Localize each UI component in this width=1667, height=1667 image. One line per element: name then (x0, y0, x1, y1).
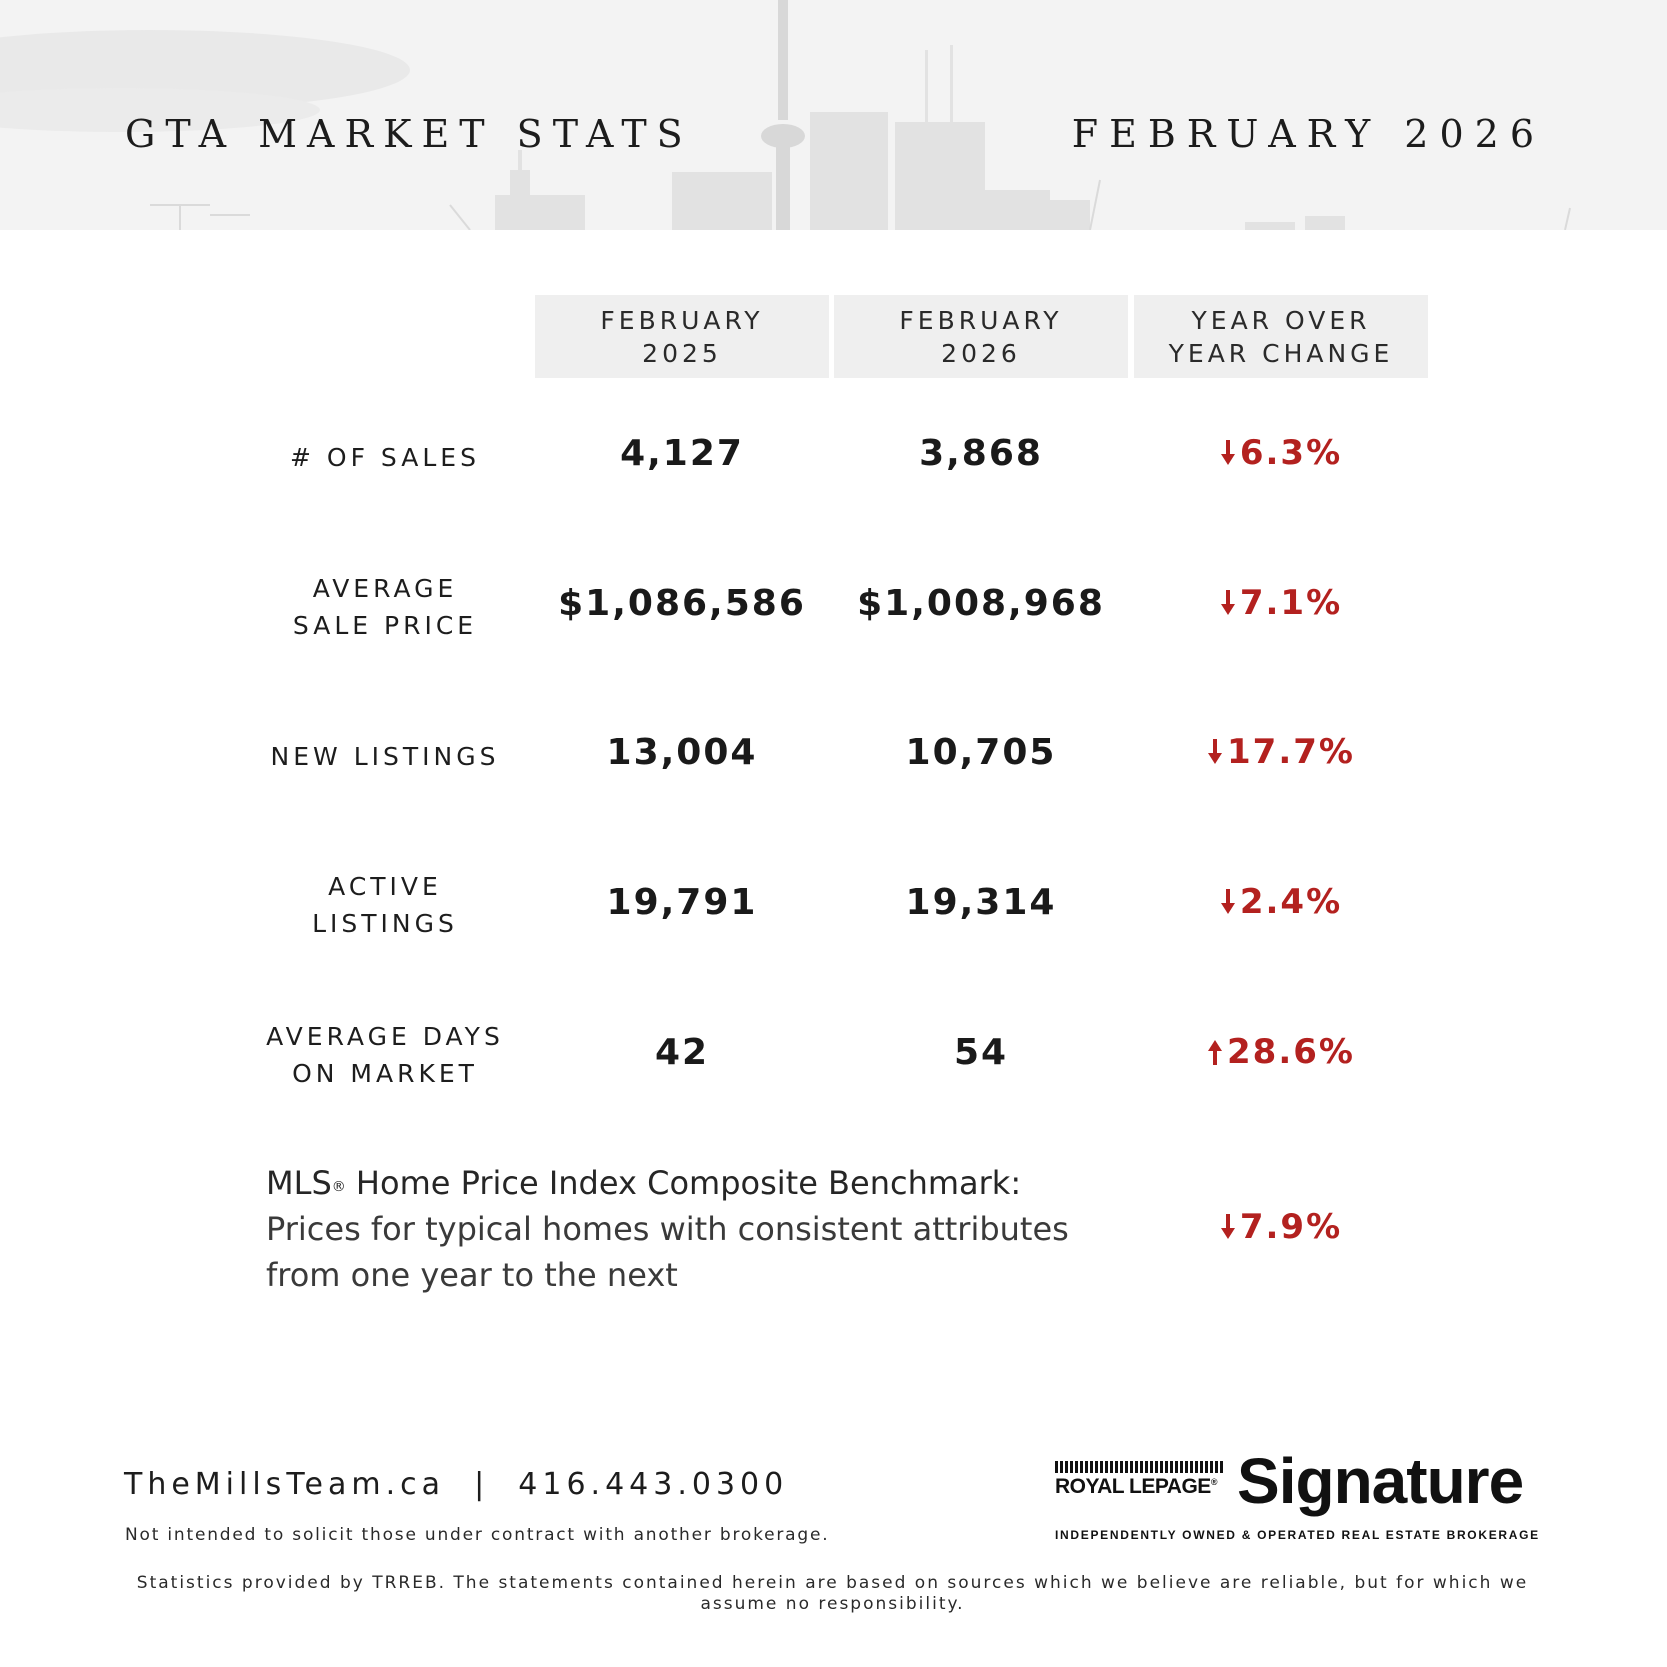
change-price: 7.1% (1134, 583, 1428, 623)
value-sales-2026: 3,868 (919, 433, 1043, 474)
arrow-down-icon (1220, 590, 1235, 615)
change-value: 17.7% (1227, 732, 1355, 772)
row-label-days-on-market: AVERAGE DAYS ON MARKET (266, 1022, 504, 1088)
arrow-down-icon (1220, 440, 1235, 465)
logo-tagline: INDEPENDENTLY OWNED & OPERATED REAL ESTA… (1055, 1528, 1540, 1542)
header-title: GTA MARKET STATS (125, 112, 693, 156)
value-sales-2025: 4,127 (620, 433, 744, 474)
value-new-listings-2026: 10,705 (905, 732, 1057, 773)
change-value: 28.6% (1227, 1032, 1355, 1072)
arrow-up-icon (1208, 1040, 1223, 1065)
royal-lepage-signature-logo: ROYAL LEPAGE® Signature INDEPENDENTLY OW… (1055, 1445, 1545, 1548)
value-active-listings-2026: 19,314 (905, 882, 1057, 923)
change-sales: 6.3% (1134, 433, 1428, 473)
arrow-down-icon (1220, 1214, 1235, 1239)
royal-lepage-wordmark: ROYAL LEPAGE® (1055, 1461, 1223, 1509)
disclaimer-solicit: Not intended to solicit those under cont… (125, 1525, 830, 1545)
value-price-2026: $1,008,968 (857, 583, 1105, 624)
row-label-active-listings: ACTIVE LISTINGS (312, 872, 458, 938)
change-value: 7.1% (1239, 583, 1343, 623)
row-label-average-sale-price: AVERAGE SALE PRICE (292, 574, 478, 640)
change-days-on-market: 28.6% (1134, 1032, 1428, 1072)
contact-line: TheMillsTeam.ca | 416.443.0300 (124, 1467, 789, 1502)
value-new-listings-2025: 13,004 (606, 732, 758, 773)
row-label-sales: # OF SALES (290, 443, 480, 472)
change-active-listings: 2.4% (1134, 882, 1428, 922)
change-value: 7.9% (1239, 1207, 1343, 1247)
disclaimer-statistics: Statistics provided by TRREB. The statem… (136, 1573, 1529, 1614)
hpi-title-prefix: MLS (266, 1164, 332, 1202)
column-header-feb-2025: FEBRUARY 2025 (535, 295, 829, 378)
change-hpi: 7.9% (1134, 1207, 1428, 1247)
skyline-image (0, 0, 1571, 230)
value-price-2025: $1,086,586 (558, 583, 806, 624)
change-new-listings: 17.7% (1134, 732, 1428, 772)
value-dom-2026: 54 (953, 1032, 1009, 1073)
hpi-subtitle: Prices for typical homes with consistent… (266, 1210, 1069, 1294)
header-banner: GTA MARKET STATS FEBRUARY 2026 (0, 0, 1667, 230)
registered-mark: ® (331, 1179, 346, 1195)
change-value: 6.3% (1239, 433, 1343, 473)
arrow-down-icon (1220, 889, 1235, 914)
value-active-listings-2025: 19,791 (606, 882, 758, 923)
arrow-down-icon (1208, 739, 1223, 764)
hpi-benchmark: MLS® Home Price Index Composite Benchmar… (266, 1160, 1126, 1298)
hpi-title: Home Price Index Composite Benchmark: (345, 1164, 1022, 1202)
logo-signature: Signature (1237, 1445, 1524, 1517)
value-dom-2025: 42 (654, 1032, 710, 1073)
column-header-feb-2026: FEBRUARY 2026 (834, 295, 1128, 378)
logo-brand: ROYAL LEPAGE (1055, 1475, 1211, 1498)
column-header-yoy-change: YEAR OVER YEAR CHANGE (1134, 295, 1428, 378)
logo-bars (1055, 1461, 1223, 1473)
header-date: FEBRUARY 2026 (1071, 112, 1545, 156)
change-value: 2.4% (1239, 882, 1343, 922)
row-label-new-listings: NEW LISTINGS (270, 742, 500, 771)
logo-registered: ® (1210, 1477, 1218, 1487)
